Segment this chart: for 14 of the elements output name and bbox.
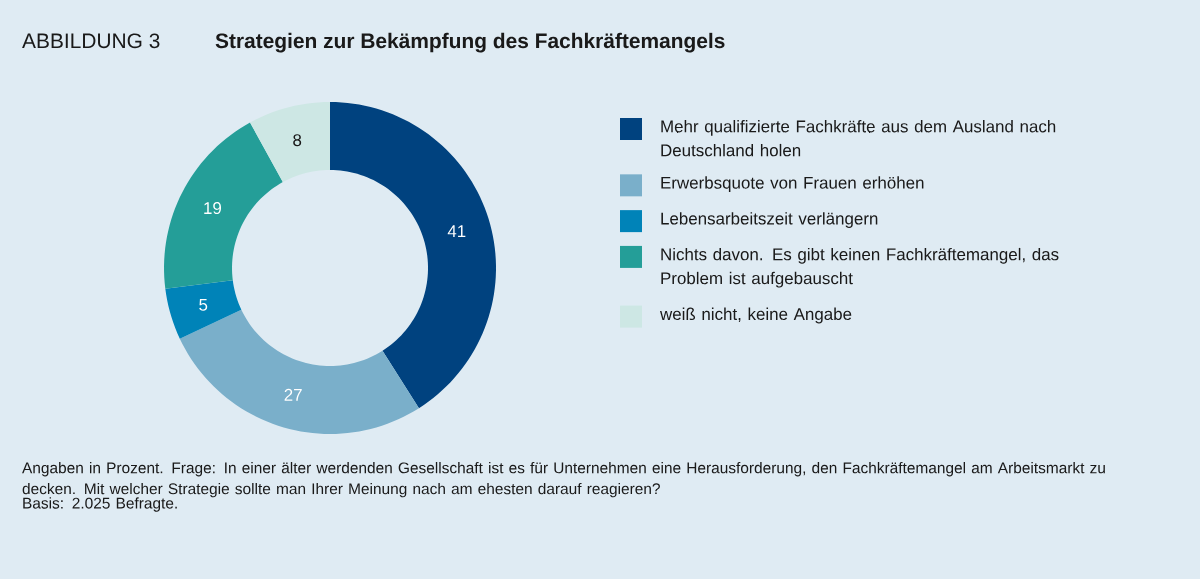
chart-subtitle: Strategien zur Bekämpfung des Fachkräftemangels	[215, 32, 725, 53]
text: Angaben in Prozent. Frage: In einer älter werdenden Gesellschaft ist es für Unternehmen eine Herausforderung, den Fachkräftemangel am Arbeitsmarkt zu decken. Mit welcher Strategie sollte man Ihrer Meinung nach am ehesten darauf reagieren?	[22, 461, 1105, 498]
data-label: 5	[199, 298, 208, 311]
data-label: 41	[447, 225, 466, 237]
legend-label: Erwerbsquote von Frauen erhöhen	[661, 176, 924, 193]
chart-title: ABBILDUNG 3	[22, 33, 160, 49]
legend-label: weiß nicht, keine Angabe	[659, 307, 852, 324]
data-label: 19	[204, 202, 222, 215]
legend-label: Lebensarbeitszeit verlängern	[661, 212, 878, 228]
text: Basis: 2.025 Befragte.	[23, 497, 177, 512]
data-label: 27	[284, 388, 302, 401]
legend-label: Nichts davon. Es gibt keinen Fachkräftemangel, das Problem ist aufgebauscht	[661, 247, 1059, 288]
legend-label: Mehr qualifizierte Fachkräfte aus dem Ausland nach Deutschland holen	[661, 120, 1056, 157]
data-label: 8	[293, 134, 302, 147]
